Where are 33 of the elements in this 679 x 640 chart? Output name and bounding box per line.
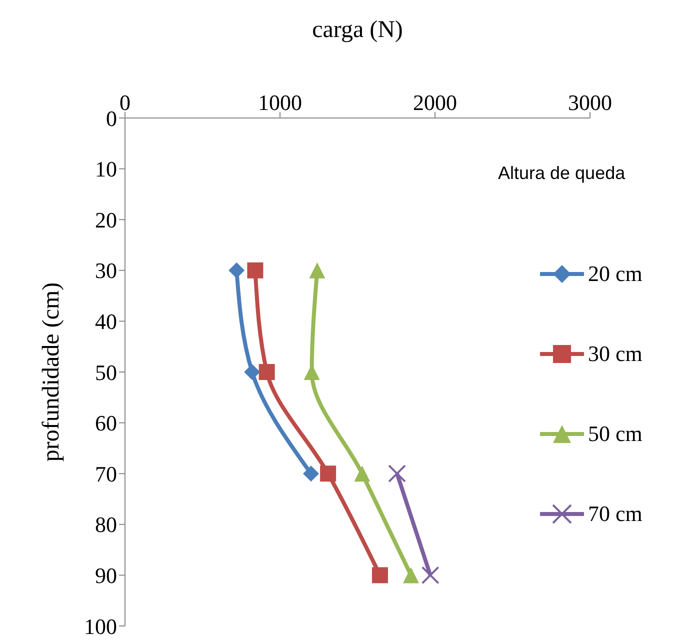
x-axis-title: carga (N) [312,17,403,44]
x-tick-label: 1000 [258,90,302,115]
point [244,364,260,380]
point [320,466,336,482]
y-tick-label: 60 [95,410,117,436]
y-tick-label: 40 [95,309,117,334]
point [402,567,419,584]
point [303,466,319,482]
legend-title: Altura de queda [498,163,626,184]
y-tick-label: 20 [95,207,117,232]
x-tick-label: 3000 [568,90,612,115]
y-tick-label: 100 [84,614,117,639]
y-tick-label: 90 [95,563,117,588]
y-tick-label: 80 [95,512,117,538]
y-tick-label: 50 [95,360,117,385]
point [354,466,370,482]
y-tick-label: 70 [95,461,117,486]
legend-label: 30 cm [588,341,642,367]
y-axis-title: profundidade (cm) [38,282,65,462]
legend-label: 50 cm [588,421,642,447]
point [388,464,406,483]
point [421,566,440,584]
x-tick-label: 2000 [413,90,457,115]
legend-label: 70 cm [588,501,642,527]
y-tick-label: 30 [95,258,117,284]
y-tick-label: 0 [106,106,117,131]
point [258,364,275,380]
legend-label: 20 cm [588,261,642,287]
y-tick-label: 10 [95,156,117,182]
point [372,567,388,584]
point [247,262,264,278]
point [309,262,326,278]
point [228,262,245,278]
